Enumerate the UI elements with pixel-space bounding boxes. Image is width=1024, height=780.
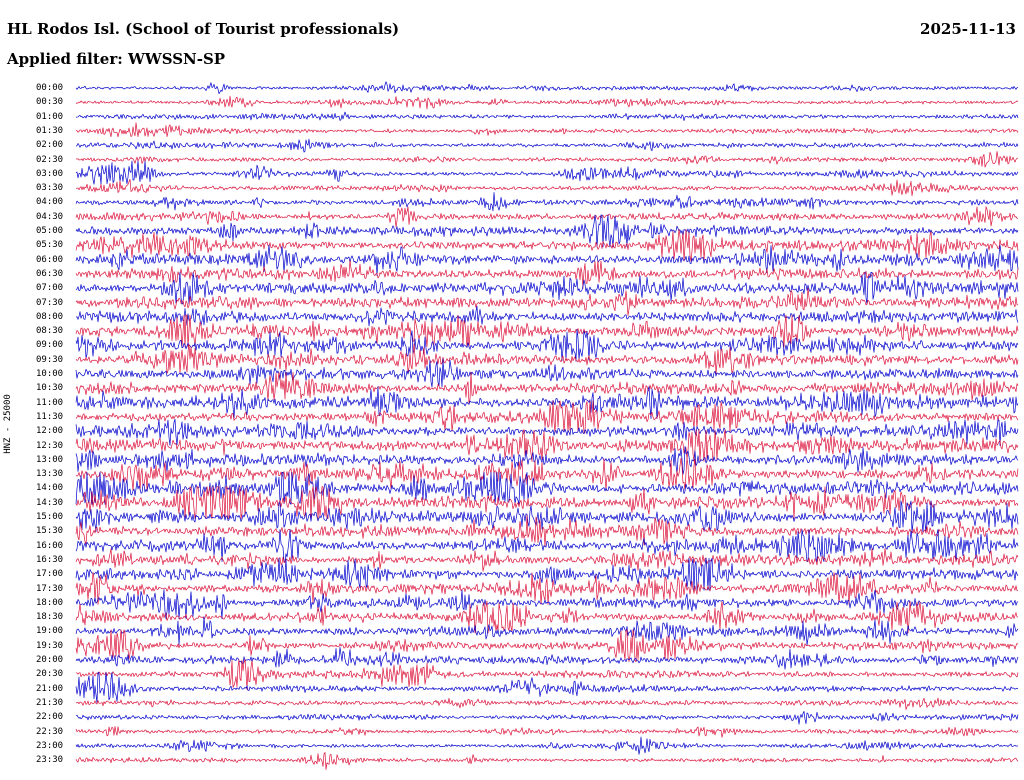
trace-time-label: 02:00 [36, 140, 64, 151]
trace-time-label: 03:30 [36, 183, 64, 194]
trace-time-label: 03:00 [36, 168, 64, 179]
trace-time-label: 10:30 [36, 383, 64, 394]
trace-time-label: 11:30 [36, 411, 64, 422]
trace-time-label: 06:00 [36, 254, 64, 265]
trace-time-label: 08:00 [36, 311, 64, 322]
trace-time-label: 13:00 [36, 454, 64, 465]
trace-time-label: 19:00 [36, 626, 64, 637]
trace-time-label: 14:30 [36, 497, 64, 508]
trace-time-label: 01:30 [36, 125, 64, 136]
trace-time-label: 12:30 [36, 440, 64, 451]
trace-time-label: 22:30 [36, 726, 64, 737]
trace-time-label: 15:30 [36, 526, 64, 537]
trace-time-label: 15:00 [36, 512, 64, 522]
trace-time-label: 16:30 [36, 554, 64, 565]
trace-time-label: 21:30 [36, 697, 64, 708]
trace-time-label: 05:30 [36, 240, 64, 251]
trace-time-label: 08:30 [36, 326, 64, 337]
trace-time-label: 17:30 [36, 583, 64, 594]
trace-time-label: 17:00 [36, 569, 64, 580]
trace-time-label: 14:00 [36, 483, 64, 494]
trace-time-label: 10:00 [36, 369, 64, 379]
trace-time-label: 19:30 [36, 640, 64, 651]
trace-time-label: 04:30 [36, 211, 64, 222]
trace-time-label: 23:30 [36, 755, 64, 766]
trace-time-label: 22:00 [36, 712, 64, 723]
trace-time-label: 07:30 [36, 297, 64, 308]
trace-time-label: 06:30 [36, 268, 64, 279]
trace-time-label: 11:00 [36, 397, 64, 408]
trace-time-label: 18:30 [36, 612, 64, 623]
trace-time-label: 04:00 [36, 197, 64, 208]
trace-time-label: 16:00 [36, 540, 64, 551]
trace-time-label: 18:00 [36, 597, 64, 608]
trace-time-label: 02:30 [36, 154, 64, 165]
trace-time-label: 05:00 [36, 226, 64, 236]
trace-time-label: 01:00 [36, 111, 64, 122]
trace-time-label: 07:00 [36, 283, 64, 294]
trace-time-label: 23:00 [36, 740, 64, 751]
trace-time-label: 00:30 [36, 97, 64, 108]
trace-time-label: 09:30 [36, 354, 64, 365]
trace-time-label: 09:00 [36, 340, 64, 351]
trace-time-label: 20:30 [36, 669, 64, 680]
trace-time-label: 13:30 [36, 469, 64, 480]
trace-time-label: 21:00 [36, 683, 64, 694]
trace-time-label: 12:00 [36, 426, 64, 437]
trace-time-label: 00:00 [36, 83, 64, 93]
trace-time-label: 20:00 [36, 655, 64, 665]
